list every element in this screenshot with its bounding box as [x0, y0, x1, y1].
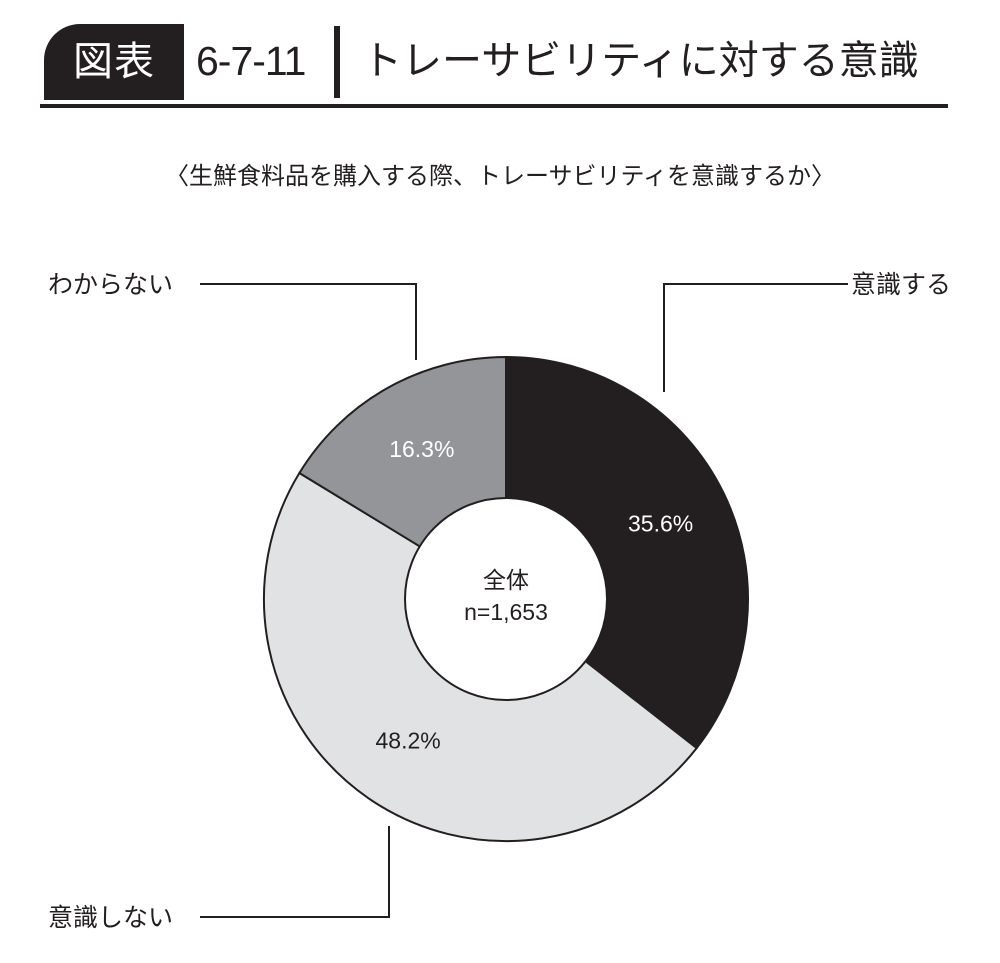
sample-size-label: n=1,653: [464, 599, 548, 625]
leader-line-wakaranai: [200, 283, 417, 360]
callout-label-wakaranai: わからない: [48, 270, 173, 299]
chart-subtitle: 〈生鮮食料品を購入する際、トレーサビリティを意識するか〉: [164, 162, 836, 190]
header-divider: [334, 26, 340, 98]
donut-hole: [404, 497, 608, 701]
slice-ishiki-shinai-value-label: 48.2%: [375, 727, 440, 753]
slice-ishiki-suru-value-label: 35.6%: [628, 511, 693, 537]
center-label: 全体: [483, 568, 529, 594]
leader-line-ishiki-shinai: [200, 826, 390, 918]
callout-label-ishiki-shinai: 意識しない: [48, 903, 173, 932]
slice-ishiki-suru: [505, 355, 749, 750]
slice-wakaranai-value-label: 16.3%: [389, 436, 454, 462]
header-rule: [40, 104, 948, 108]
header: 図表 6-7-11 トレーサビリティに対する意識: [0, 0, 1000, 120]
figure-badge: 図表: [44, 24, 184, 100]
leader-line-ishiki-suru: [663, 283, 848, 392]
figure-title: トレーサビリティに対する意識: [362, 38, 919, 84]
callout-label-ishiki-suru: 意識する: [851, 270, 951, 299]
figure-number: 6-7-11: [196, 38, 306, 84]
